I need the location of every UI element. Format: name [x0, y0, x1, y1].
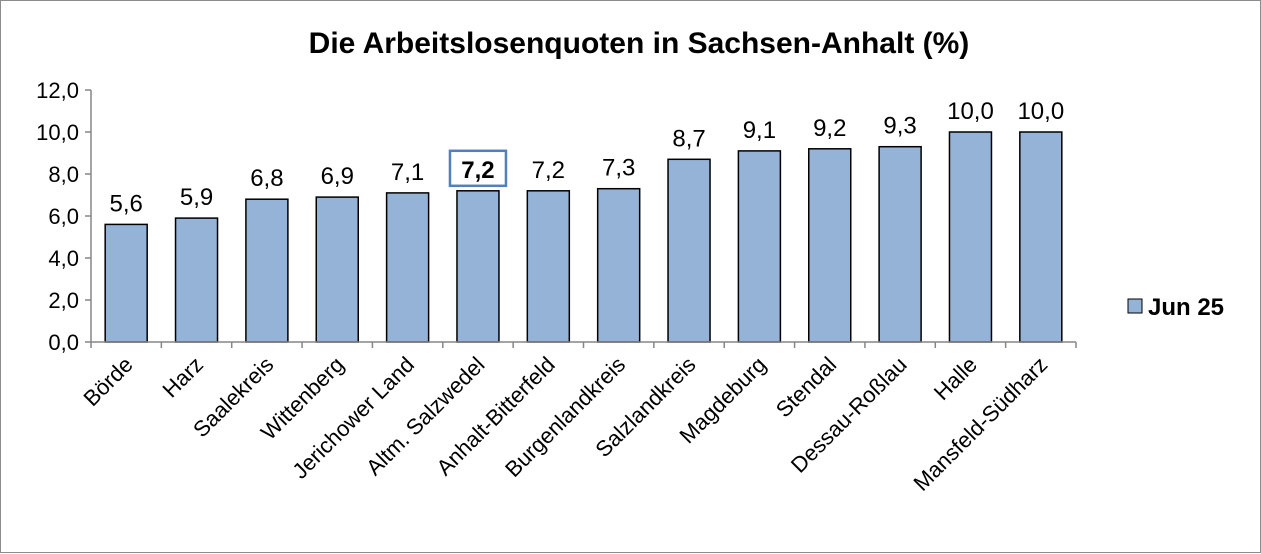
legend-swatch	[1127, 298, 1143, 314]
value-label: 10,0	[1017, 98, 1064, 125]
category-label: Anhalt-Bitterfeld	[431, 352, 559, 480]
bar	[596, 187, 641, 343]
bar	[104, 223, 148, 343]
chart-title: Die Arbeitslosenquoten in Sachsen-Anhalt…	[309, 27, 970, 60]
y-tick-label: 0,0	[48, 330, 79, 355]
value-labels: 5,6 5,9 6,8 6,9 7,1 7,2 7,2 7,3 8,7 9,1 9,2 9,3 10,0…	[109, 98, 1064, 217]
highlight-box	[448, 149, 508, 188]
y-tick-label: 10,0	[36, 120, 79, 145]
bar	[808, 148, 852, 343]
category-label: Börde	[79, 352, 138, 411]
category-label: Halle	[929, 352, 982, 405]
legend: Jun 25	[1127, 294, 1224, 321]
value-label: 9,3	[883, 113, 916, 140]
value-label: 9,2	[813, 115, 846, 142]
category-label: Mansfeld-Südharz	[908, 352, 1052, 496]
category-label: Altm. Salzwedel	[361, 352, 489, 480]
value-label: 8,7	[672, 125, 705, 152]
category-label: Jerichower Land	[287, 352, 419, 484]
category-label: Burgenlandkreis	[500, 352, 630, 482]
bar	[456, 190, 500, 343]
y-tick-label: 4,0	[48, 246, 79, 271]
value-label: 9,1	[743, 117, 776, 144]
bar	[737, 150, 782, 343]
x-axis: Börde HarzSaalekreisWittenbergJerichower …	[79, 341, 1077, 496]
bar	[878, 145, 922, 343]
legend-label: Jun 25	[1148, 294, 1224, 321]
bar	[315, 196, 359, 343]
value-label: 6,8	[250, 165, 283, 192]
value-label: 5,9	[180, 184, 213, 211]
value-label: 7,2	[532, 157, 565, 184]
bar	[1019, 131, 1063, 343]
value-label: 6,9	[321, 163, 354, 190]
y-axis: 0,0 2,0 4,0 6,0 8,0 10,0 12,0	[36, 78, 92, 355]
bar	[526, 190, 571, 343]
bar	[385, 192, 430, 343]
bar	[667, 158, 711, 343]
category-label: Harz	[158, 352, 209, 403]
value-label: 10,0	[947, 98, 994, 125]
bars	[104, 131, 1063, 343]
bar	[948, 131, 993, 343]
y-tick-label: 2,0	[48, 288, 79, 313]
bar	[174, 217, 219, 343]
value-label: 7,1	[391, 159, 424, 186]
y-tick-label: 6,0	[48, 204, 79, 229]
value-label: 7,2	[461, 157, 494, 184]
y-tick-label: 12,0	[36, 78, 79, 103]
bar	[245, 198, 289, 343]
y-tick-label: 8,0	[48, 162, 79, 187]
value-label: 5,6	[109, 190, 142, 217]
value-label: 7,3	[602, 155, 635, 182]
category-label: Stendal	[771, 352, 841, 422]
